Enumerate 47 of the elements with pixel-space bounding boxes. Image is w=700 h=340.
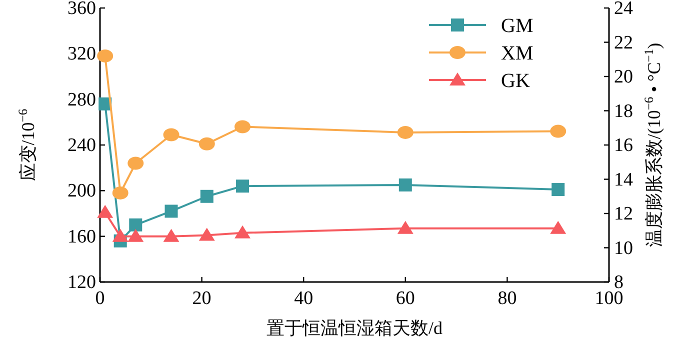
point — [164, 204, 178, 218]
point — [397, 126, 414, 139]
y2-tick-label: 14 — [614, 169, 634, 190]
legend-label: XM — [501, 42, 534, 64]
point — [398, 178, 412, 192]
point — [200, 190, 214, 203]
point — [112, 228, 128, 242]
point — [128, 228, 144, 242]
point — [163, 228, 180, 242]
point — [129, 218, 142, 232]
point — [550, 124, 566, 138]
point — [236, 180, 250, 193]
y-tick-label: 320 — [68, 44, 96, 65]
point — [550, 220, 566, 234]
point — [97, 49, 114, 62]
point — [234, 225, 251, 238]
x-axis-title: 置于恒温恒湿箱天数/d — [266, 318, 443, 338]
x-tick-label: 20 — [192, 288, 212, 309]
y-tick-label: 280 — [68, 89, 96, 110]
y2-tick-label: 22 — [614, 32, 633, 54]
x-tick-label: 100 — [594, 288, 624, 309]
y2-tick-label: 18 — [614, 100, 633, 122]
y-tick-label: 160 — [68, 226, 96, 248]
point — [198, 228, 215, 241]
point — [234, 120, 251, 134]
y2-tick-label: 24 — [614, 0, 634, 19]
x-tick-label: 80 — [498, 288, 517, 309]
point — [552, 183, 565, 196]
y2-tick-label: 20 — [614, 66, 633, 88]
point — [97, 204, 114, 218]
y-tick-label: 200 — [68, 180, 96, 202]
y2-tick-label: 12 — [614, 204, 633, 224]
point — [198, 137, 215, 150]
y2-tick-label: 10 — [614, 238, 633, 259]
legend-label: GM — [501, 15, 534, 37]
x-tick-label: 0 — [95, 288, 105, 309]
point — [112, 186, 128, 200]
x-tick-label: 40 — [294, 288, 314, 309]
y-tick-label: 360 — [68, 0, 96, 19]
y2-tick-label: 16 — [614, 135, 633, 156]
point — [128, 156, 144, 170]
x-tick-label: 60 — [396, 288, 415, 309]
point — [163, 128, 180, 142]
legend-label: GK — [501, 70, 530, 92]
point — [397, 220, 414, 234]
y-tick-label: 240 — [68, 135, 96, 156]
y-tick-label: 120 — [68, 272, 96, 293]
